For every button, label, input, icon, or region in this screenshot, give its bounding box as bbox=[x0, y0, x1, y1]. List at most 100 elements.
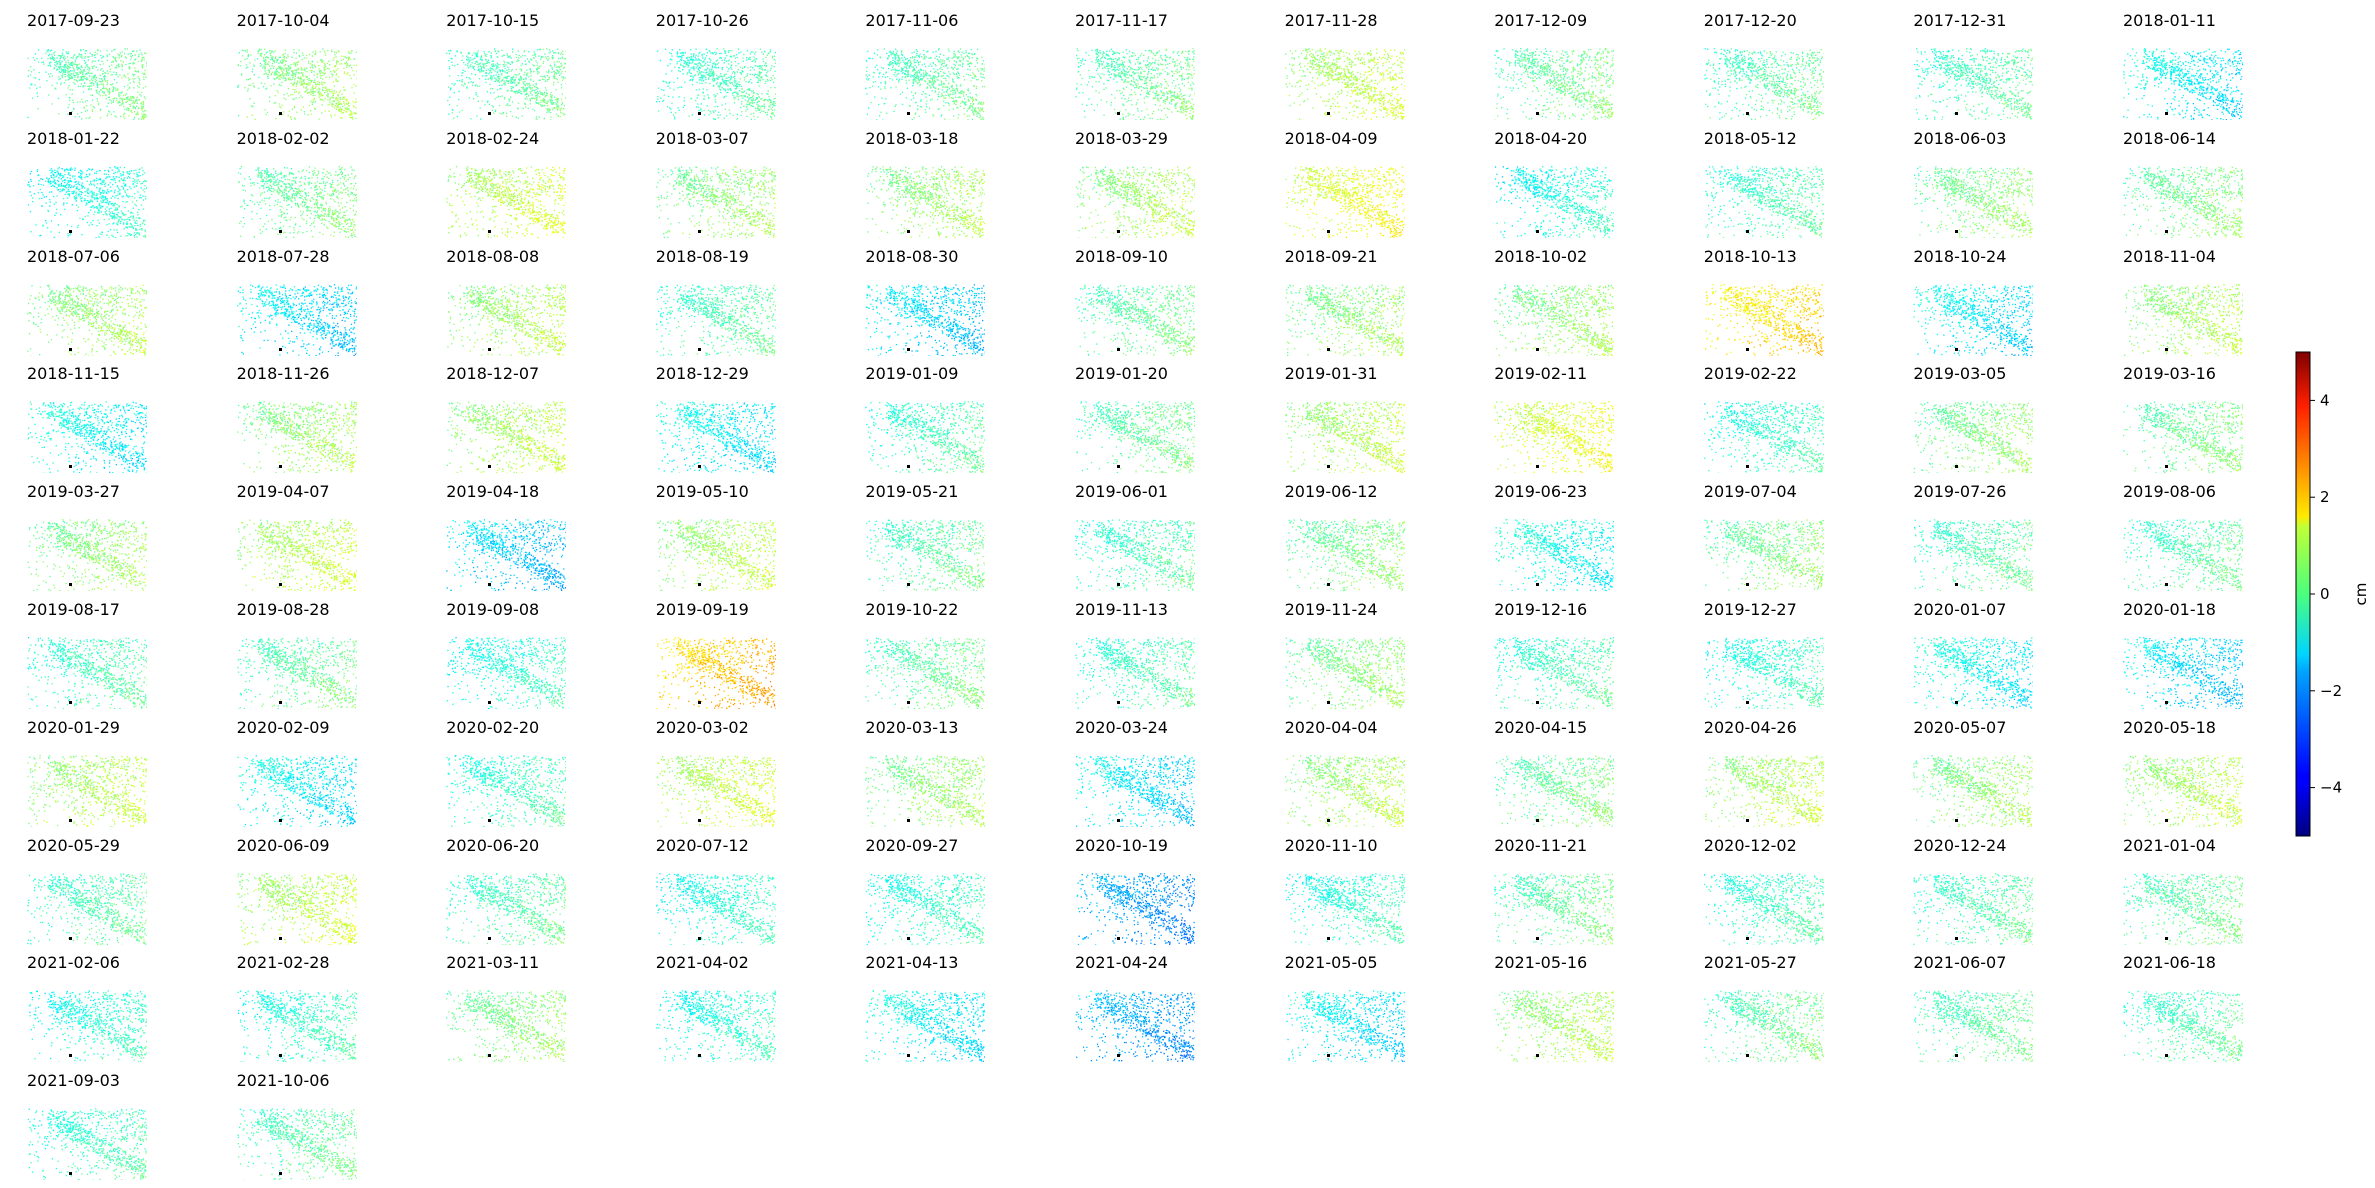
displacement-point bbox=[29, 87, 30, 88]
displacement-point bbox=[713, 76, 714, 77]
displacement-point bbox=[899, 70, 900, 71]
displacement-point bbox=[144, 59, 145, 60]
displacement-point bbox=[1188, 69, 1189, 70]
displacement-point bbox=[87, 86, 88, 87]
displacement-point bbox=[350, 78, 351, 79]
displacement-point bbox=[329, 71, 330, 72]
displacement-point bbox=[1135, 84, 1136, 85]
displacement-point bbox=[336, 97, 337, 98]
displacement-point bbox=[87, 69, 88, 70]
displacement-point bbox=[561, 73, 562, 74]
displacement-point bbox=[759, 49, 760, 50]
displacement-point bbox=[917, 73, 918, 74]
displacement-point bbox=[252, 106, 253, 107]
displacement-point bbox=[713, 94, 714, 95]
displacement-point bbox=[353, 84, 354, 85]
displacement-point bbox=[976, 86, 977, 87]
displacement-point bbox=[65, 72, 66, 73]
displacement-point bbox=[141, 54, 142, 55]
displacement-point bbox=[511, 57, 512, 58]
displacement-point bbox=[670, 112, 671, 113]
displacement-point bbox=[347, 51, 348, 52]
displacement-point bbox=[983, 102, 984, 103]
displacement-point bbox=[261, 64, 262, 65]
displacement-point bbox=[510, 64, 511, 65]
displacement-point bbox=[879, 76, 880, 77]
displacement-point bbox=[137, 97, 138, 98]
displacement-point bbox=[535, 56, 536, 57]
displacement-point bbox=[523, 91, 524, 92]
displacement-point bbox=[30, 66, 31, 67]
displacement-point bbox=[896, 70, 897, 71]
displacement-point bbox=[678, 61, 679, 62]
displacement-point bbox=[311, 92, 312, 93]
displacement-point bbox=[1169, 91, 1170, 92]
displacement-point bbox=[56, 61, 57, 62]
displacement-point bbox=[525, 104, 526, 105]
displacement-point bbox=[520, 68, 521, 69]
displacement-point bbox=[351, 67, 352, 68]
displacement-point bbox=[345, 109, 346, 110]
displacement-point bbox=[1077, 50, 1078, 51]
displacement-point bbox=[486, 70, 487, 71]
displacement-point bbox=[943, 72, 944, 73]
displacement-point bbox=[745, 81, 746, 82]
displacement-point bbox=[739, 95, 740, 96]
displacement-point bbox=[1107, 80, 1108, 81]
displacement-point bbox=[303, 86, 304, 87]
displacement-point bbox=[1140, 94, 1141, 95]
displacement-point bbox=[466, 77, 467, 78]
displacement-point bbox=[674, 116, 675, 117]
displacement-point bbox=[527, 87, 528, 88]
displacement-point bbox=[967, 55, 968, 56]
displacement-point bbox=[671, 70, 672, 71]
displacement-point bbox=[1160, 118, 1161, 119]
displacement-point bbox=[561, 71, 562, 72]
displacement-point bbox=[915, 102, 916, 103]
displacement-point bbox=[141, 92, 142, 93]
displacement-point bbox=[59, 68, 60, 69]
displacement-point bbox=[974, 114, 975, 115]
displacement-point bbox=[343, 98, 344, 99]
displacement-point bbox=[910, 105, 911, 106]
displacement-point bbox=[281, 71, 282, 72]
displacement-point bbox=[452, 83, 453, 84]
displacement-point bbox=[92, 95, 93, 96]
displacement-point bbox=[450, 50, 451, 51]
displacement-point bbox=[485, 75, 486, 76]
displacement-point bbox=[270, 85, 271, 86]
displacement-point bbox=[545, 87, 546, 88]
displacement-point bbox=[274, 102, 275, 103]
displacement-point bbox=[478, 68, 479, 69]
displacement-point bbox=[292, 85, 293, 86]
displacement-point bbox=[1133, 78, 1134, 79]
displacement-point bbox=[944, 86, 945, 87]
displacement-point bbox=[729, 88, 730, 89]
displacement-point bbox=[127, 97, 128, 98]
displacement-point bbox=[111, 51, 112, 52]
displacement-point bbox=[870, 58, 871, 59]
displacement-point bbox=[133, 82, 134, 83]
displacement-point bbox=[747, 104, 748, 105]
displacement-point bbox=[1193, 53, 1194, 54]
displacement-point bbox=[143, 79, 144, 80]
displacement-point bbox=[910, 61, 911, 62]
displacement-point bbox=[520, 56, 521, 57]
displacement-point bbox=[52, 103, 53, 104]
displacement-point bbox=[692, 79, 693, 80]
displacement-point bbox=[1186, 60, 1187, 61]
displacement-point bbox=[471, 73, 472, 74]
displacement-point bbox=[1177, 93, 1178, 94]
displacement-point bbox=[755, 108, 756, 109]
displacement-point bbox=[981, 80, 982, 81]
displacement-point bbox=[486, 56, 487, 57]
displacement-point bbox=[254, 60, 255, 61]
displacement-point bbox=[297, 80, 298, 81]
displacement-point bbox=[705, 79, 706, 80]
displacement-point bbox=[1162, 59, 1163, 60]
displacement-point bbox=[565, 71, 566, 72]
displacement-point bbox=[737, 118, 738, 119]
displacement-point bbox=[530, 91, 531, 92]
displacement-point bbox=[758, 80, 759, 81]
displacement-point bbox=[886, 98, 887, 99]
